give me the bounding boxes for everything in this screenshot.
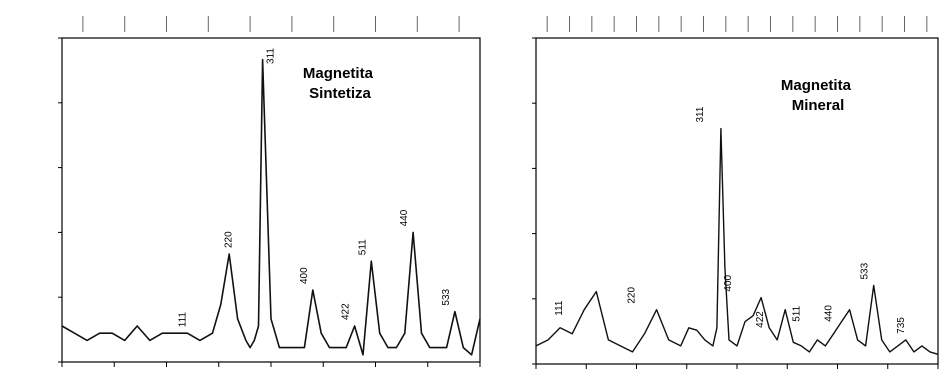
peak-label-533: 533 xyxy=(441,288,452,305)
peak-labels-right: 111 220 311 400 422 511 440 533 735 xyxy=(554,106,907,334)
y-axis-ticks-left xyxy=(58,37,62,363)
top-ticks-left xyxy=(82,16,460,32)
peak-label-511: 511 xyxy=(357,239,368,255)
peak-label-311: 311 xyxy=(695,106,706,122)
peak-label-111: 111 xyxy=(554,300,565,316)
panel-mineral: 111 220 311 400 422 511 440 533 735 Magnetita Mi… xyxy=(532,16,939,369)
peak-labels-left: 111 220 311 400 422 511 440 533 xyxy=(178,48,452,328)
peak-label-400: 400 xyxy=(723,274,734,291)
diffraction-trace-left xyxy=(61,58,481,356)
peak-label-311: 311 xyxy=(265,48,276,64)
left-title-line-1: Magnetita xyxy=(303,65,374,82)
peak-label-400: 400 xyxy=(299,267,310,284)
peak-label-440: 440 xyxy=(824,305,835,322)
peak-label-440: 440 xyxy=(399,209,410,226)
peak-label-422: 422 xyxy=(341,303,352,320)
peak-label-220: 220 xyxy=(627,287,638,304)
x-axis-ticks-right xyxy=(535,364,939,369)
right-title-line-2: Mineral xyxy=(792,97,845,114)
y-axis-ticks-right xyxy=(532,37,536,365)
peak-label-220: 220 xyxy=(224,231,235,248)
panel-title-left: Magnetita Sintetiza xyxy=(303,65,377,102)
diffraction-trace-right xyxy=(535,127,939,355)
peak-label-735: 735 xyxy=(896,317,907,334)
peak-label-533: 533 xyxy=(860,262,871,279)
panel-title-right: Magnetita Mineral xyxy=(781,77,855,114)
peak-label-111: 111 xyxy=(178,312,189,328)
peak-label-422: 422 xyxy=(755,311,766,328)
x-axis-ticks-left xyxy=(61,362,481,367)
panel-sintetiza: 111 220 311 400 422 511 440 533 Magnetita Sinte… xyxy=(58,16,481,367)
peak-label-511: 511 xyxy=(791,305,802,321)
right-title-line-1: Magnetita xyxy=(781,77,852,94)
left-title-line-2: Sintetiza xyxy=(309,85,371,102)
top-ticks-right xyxy=(546,16,928,32)
